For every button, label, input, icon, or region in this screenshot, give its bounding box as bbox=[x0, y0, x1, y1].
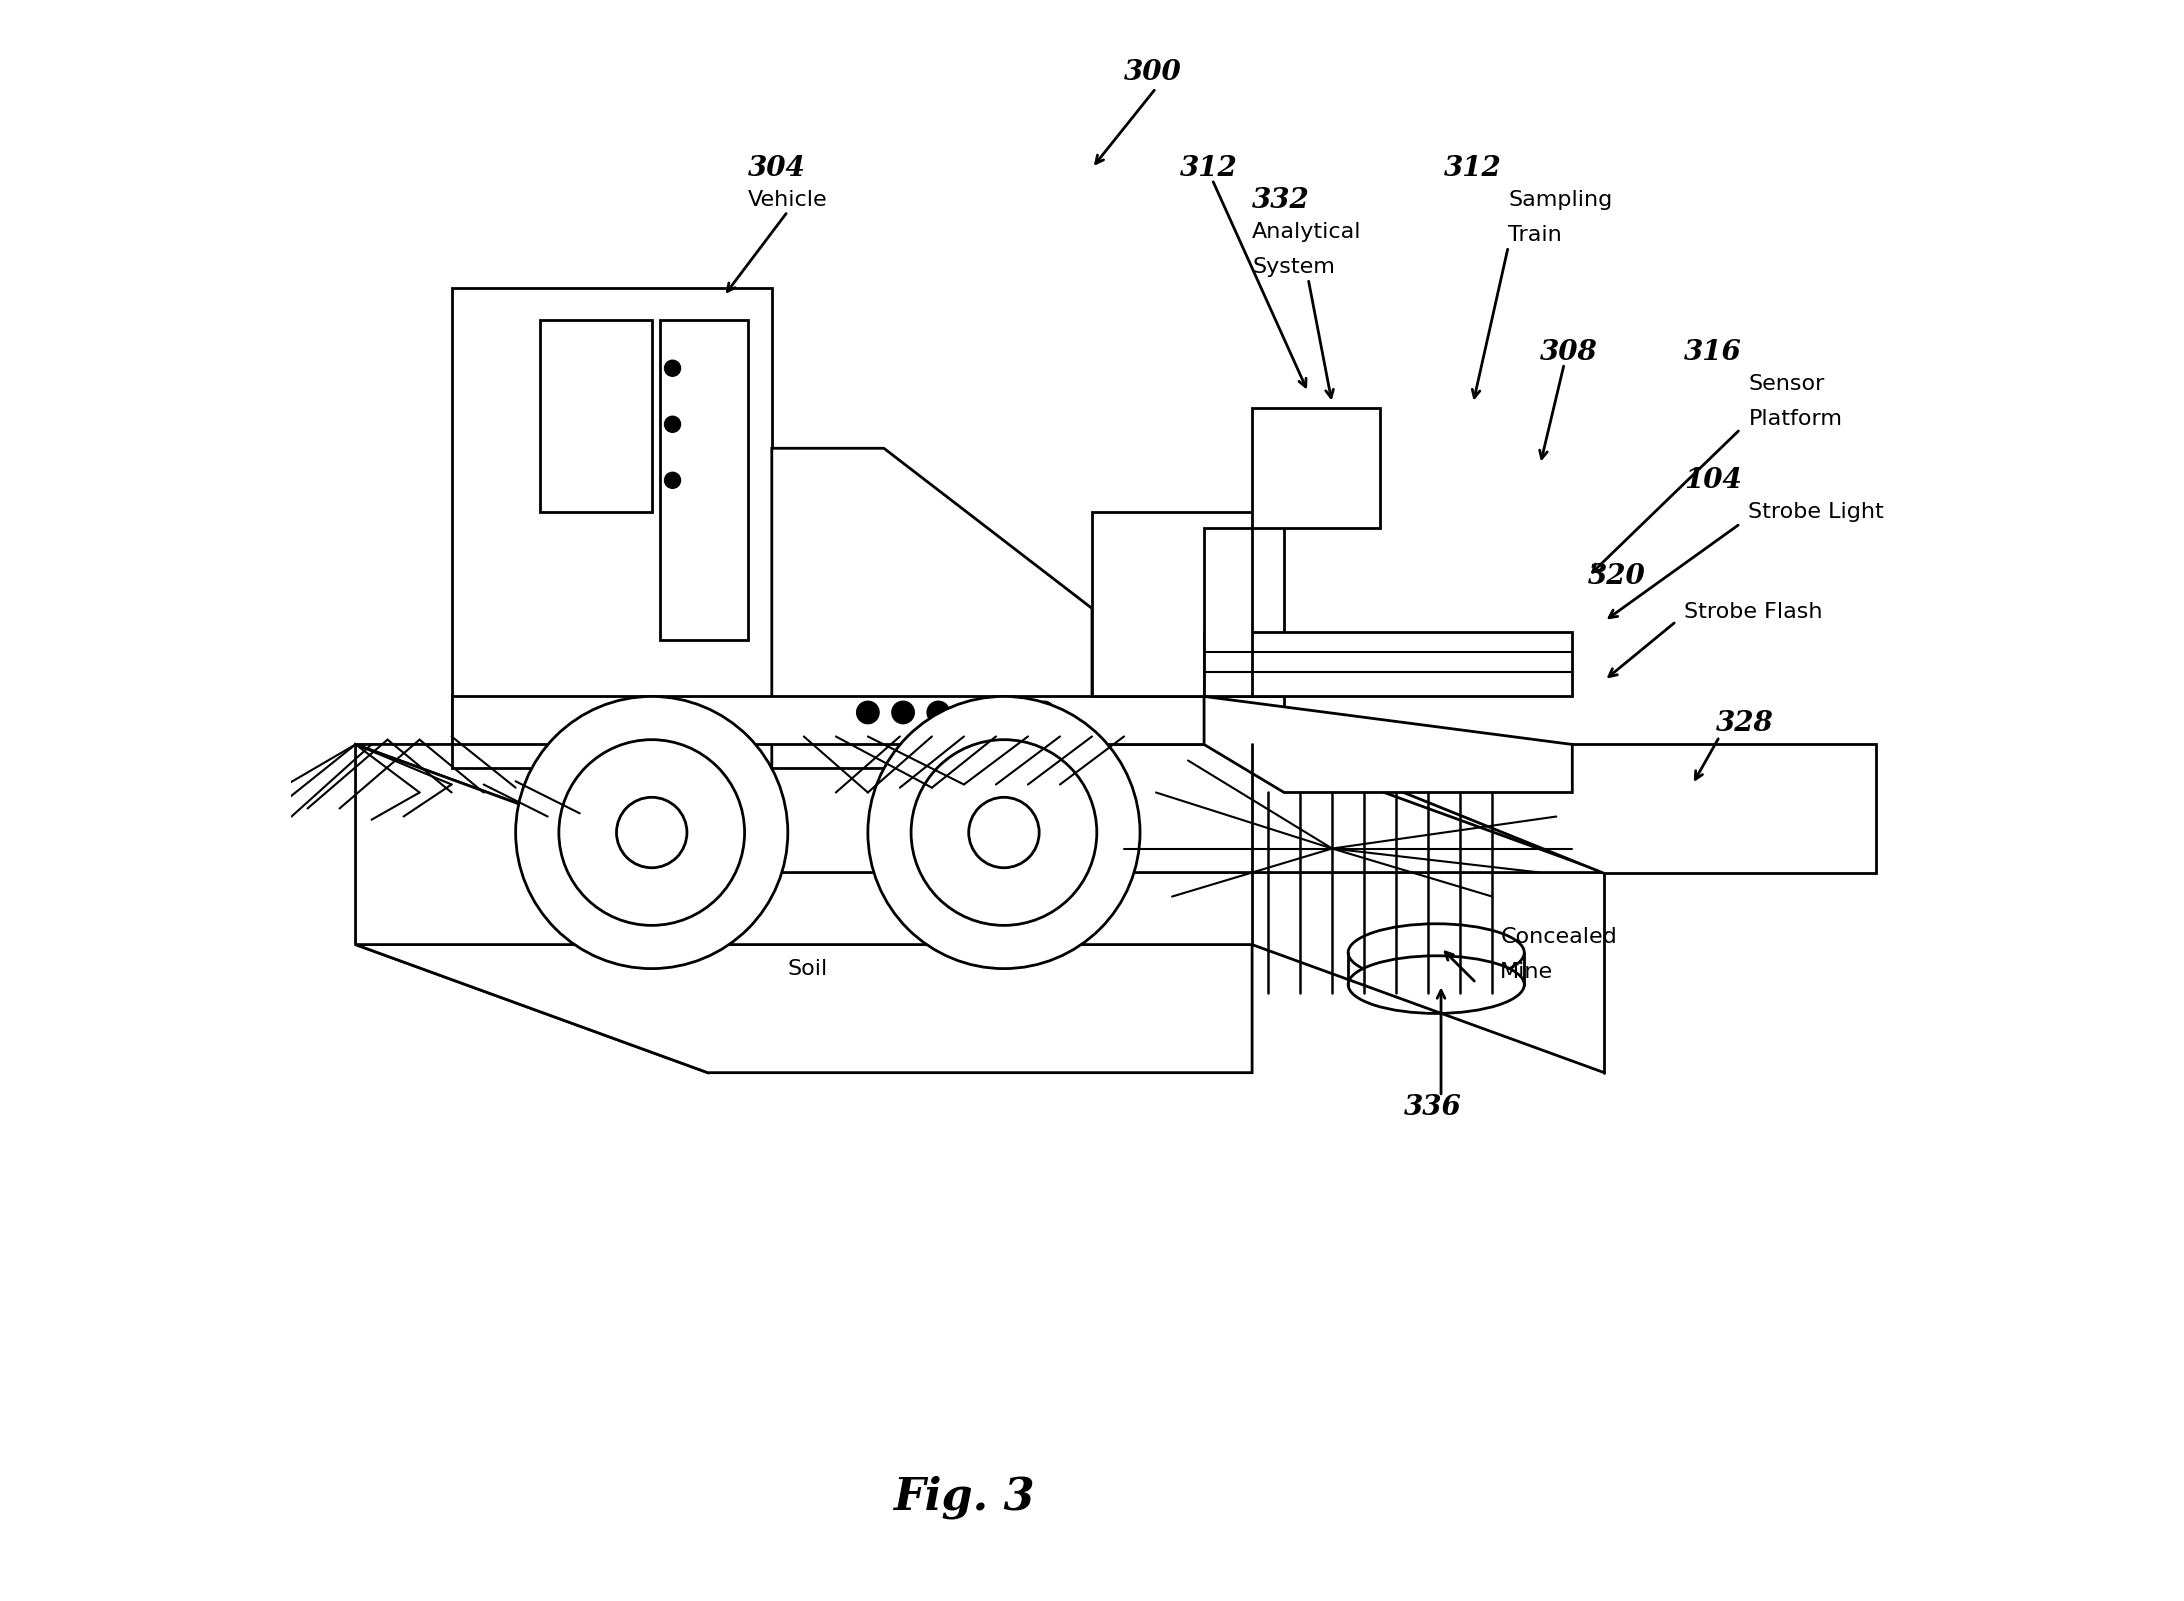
Text: Analytical: Analytical bbox=[1251, 223, 1361, 242]
Text: Train: Train bbox=[1509, 226, 1562, 245]
Ellipse shape bbox=[1348, 924, 1524, 981]
Text: Fig. 3: Fig. 3 bbox=[893, 1475, 1035, 1519]
Polygon shape bbox=[356, 744, 1605, 873]
Circle shape bbox=[616, 797, 688, 868]
Polygon shape bbox=[356, 744, 708, 1073]
Polygon shape bbox=[1203, 696, 1572, 792]
Text: Sensor: Sensor bbox=[1749, 375, 1826, 394]
Text: 304: 304 bbox=[747, 155, 806, 181]
Circle shape bbox=[664, 416, 681, 432]
Circle shape bbox=[867, 696, 1140, 969]
Polygon shape bbox=[1251, 408, 1380, 528]
Text: 300: 300 bbox=[1125, 59, 1182, 85]
Polygon shape bbox=[1284, 744, 1876, 873]
Text: 312: 312 bbox=[1179, 155, 1238, 181]
Polygon shape bbox=[356, 945, 1251, 1073]
Polygon shape bbox=[1203, 632, 1572, 696]
Circle shape bbox=[515, 696, 788, 969]
Polygon shape bbox=[1203, 528, 1251, 696]
Text: 316: 316 bbox=[1684, 339, 1743, 365]
Circle shape bbox=[559, 740, 745, 925]
Text: Vehicle: Vehicle bbox=[747, 191, 828, 210]
Polygon shape bbox=[1092, 512, 1284, 696]
Text: 104: 104 bbox=[1684, 467, 1743, 493]
Text: Strobe Light: Strobe Light bbox=[1749, 503, 1885, 522]
Circle shape bbox=[891, 701, 915, 724]
Circle shape bbox=[926, 701, 950, 724]
Circle shape bbox=[1033, 701, 1055, 724]
Circle shape bbox=[664, 472, 681, 488]
Text: Soil: Soil bbox=[788, 959, 828, 978]
Text: 328: 328 bbox=[1717, 711, 1773, 736]
Circle shape bbox=[856, 701, 880, 724]
Circle shape bbox=[998, 701, 1020, 724]
Text: Platform: Platform bbox=[1749, 410, 1843, 429]
Text: 308: 308 bbox=[1540, 339, 1599, 365]
Text: Mine: Mine bbox=[1500, 962, 1553, 981]
Text: System: System bbox=[1251, 258, 1334, 277]
Text: 320: 320 bbox=[1588, 564, 1647, 589]
Text: 336: 336 bbox=[1404, 1095, 1461, 1121]
Polygon shape bbox=[452, 288, 771, 768]
Ellipse shape bbox=[1348, 956, 1524, 1013]
Circle shape bbox=[963, 701, 985, 724]
Text: 332: 332 bbox=[1251, 187, 1310, 213]
Text: Strobe Flash: Strobe Flash bbox=[1684, 602, 1824, 621]
Circle shape bbox=[664, 360, 681, 376]
Polygon shape bbox=[539, 320, 651, 512]
Text: Sampling: Sampling bbox=[1509, 191, 1612, 210]
Circle shape bbox=[911, 740, 1096, 925]
Polygon shape bbox=[660, 320, 747, 640]
Polygon shape bbox=[771, 448, 1092, 768]
Text: Concealed: Concealed bbox=[1500, 927, 1616, 946]
Circle shape bbox=[970, 797, 1040, 868]
Polygon shape bbox=[452, 696, 1284, 744]
Text: 312: 312 bbox=[1444, 155, 1503, 181]
